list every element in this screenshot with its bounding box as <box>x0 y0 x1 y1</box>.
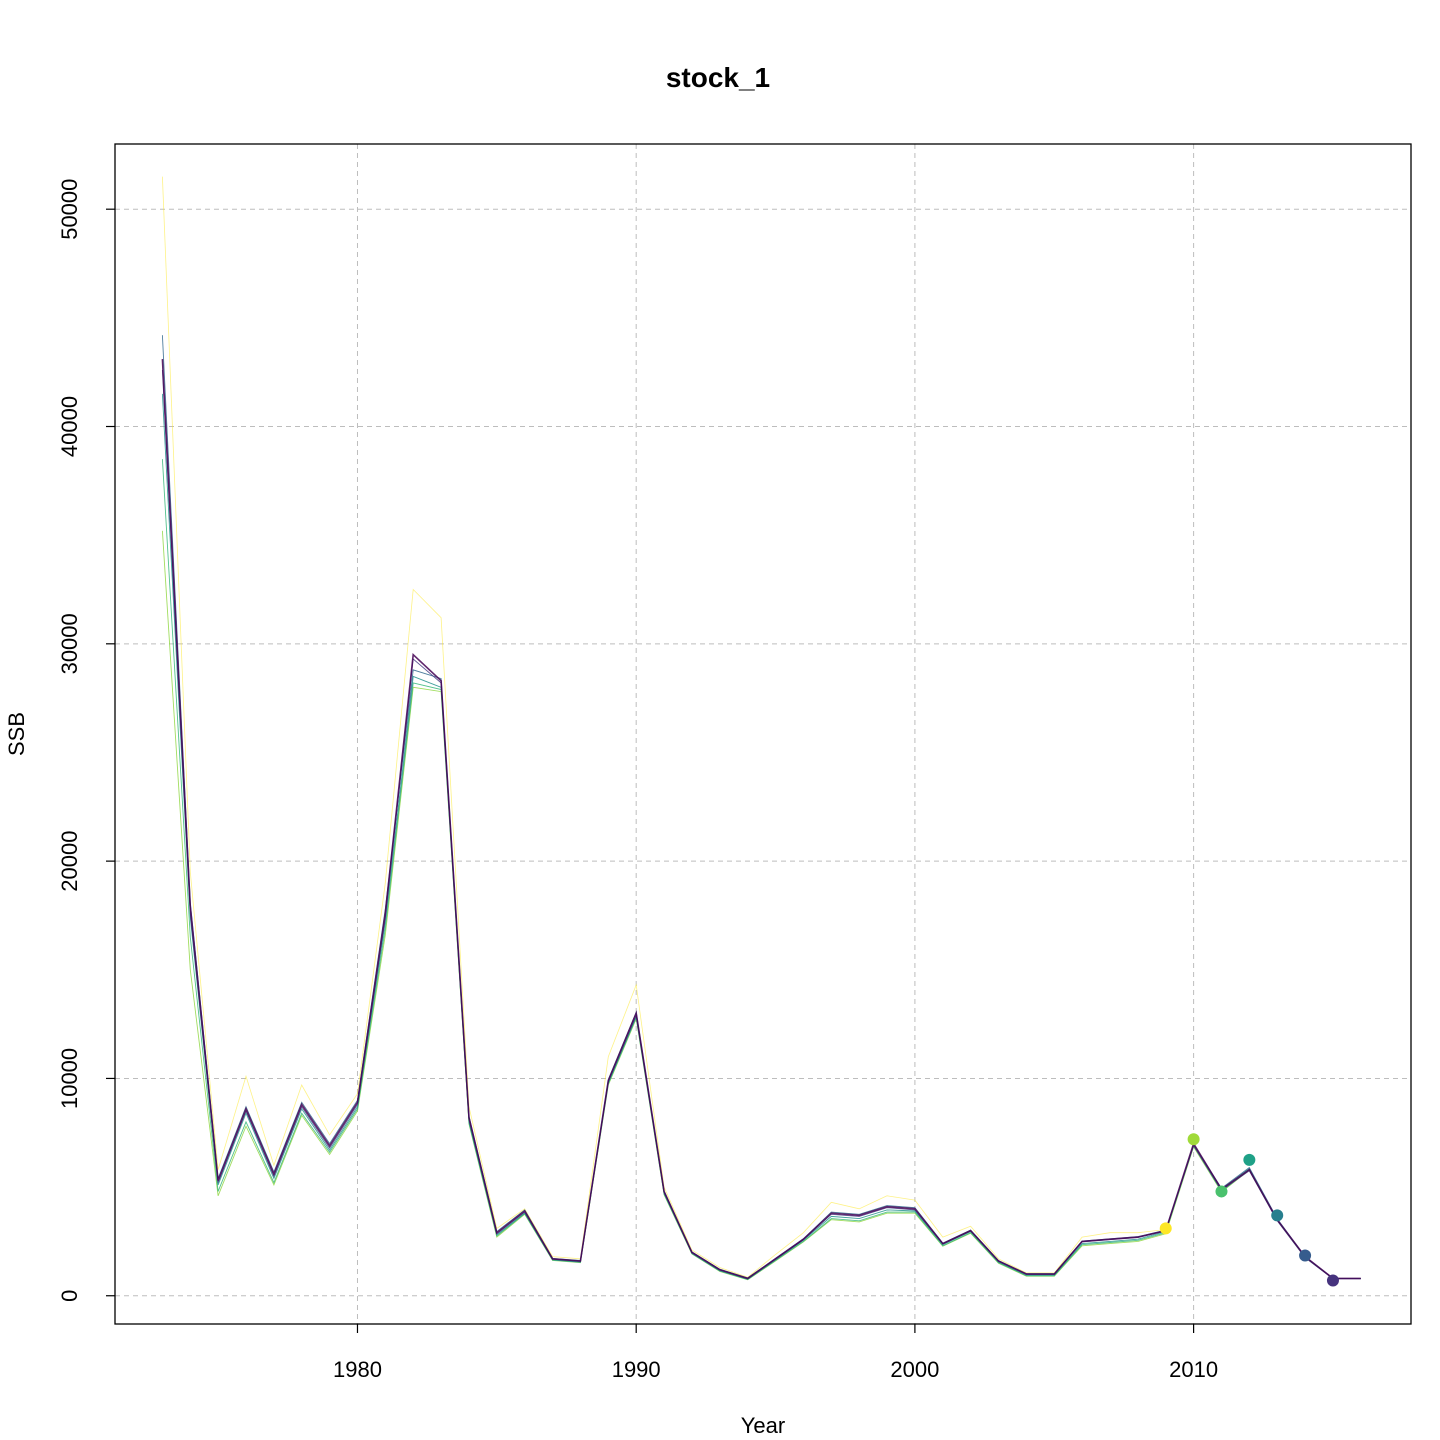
y-tick-label-2: 20000 <box>57 831 82 892</box>
y-tick-label-4: 40000 <box>57 396 82 457</box>
data-point-5 <box>1299 1249 1312 1262</box>
grid-layer <box>115 144 1411 1324</box>
data-point-0 <box>1159 1222 1172 1235</box>
y-tick-label-3: 30000 <box>57 613 82 674</box>
series-line-0 <box>161 359 1361 1280</box>
series-line-2 <box>161 335 1361 1279</box>
series-line-3 <box>161 393 1361 1280</box>
y-axis-title: SSB <box>4 712 29 756</box>
data-point-4 <box>1271 1209 1284 1222</box>
series-line-5 <box>161 530 1361 1281</box>
points-layer <box>1159 1133 1339 1287</box>
data-point-6 <box>1326 1274 1339 1287</box>
x-tick-label-2: 2000 <box>890 1357 939 1382</box>
x-tick-label-1: 1990 <box>612 1357 661 1382</box>
data-point-3 <box>1243 1153 1256 1166</box>
x-axis: 1980 1990 2000 2010 <box>333 1324 1218 1382</box>
x-tick-label-3: 2010 <box>1169 1357 1218 1382</box>
data-point-2 <box>1215 1185 1228 1198</box>
y-axis: 0 10000 20000 30000 40000 50000 <box>57 179 115 1302</box>
data-point-1 <box>1187 1133 1200 1146</box>
series-line-4 <box>161 459 1361 1280</box>
chart-title: stock_1 <box>666 62 770 93</box>
y-tick-label-0: 0 <box>57 1290 82 1302</box>
series-layer <box>161 176 1361 1281</box>
y-tick-label-5: 50000 <box>57 179 82 240</box>
y-tick-label-1: 10000 <box>57 1048 82 1109</box>
plot-frame <box>114 143 1412 1325</box>
series-line-1 <box>161 369 1361 1280</box>
x-axis-title: Year <box>741 1413 785 1438</box>
series-line-6 <box>162 176 1166 1278</box>
x-tick-label-0: 1980 <box>333 1357 382 1382</box>
